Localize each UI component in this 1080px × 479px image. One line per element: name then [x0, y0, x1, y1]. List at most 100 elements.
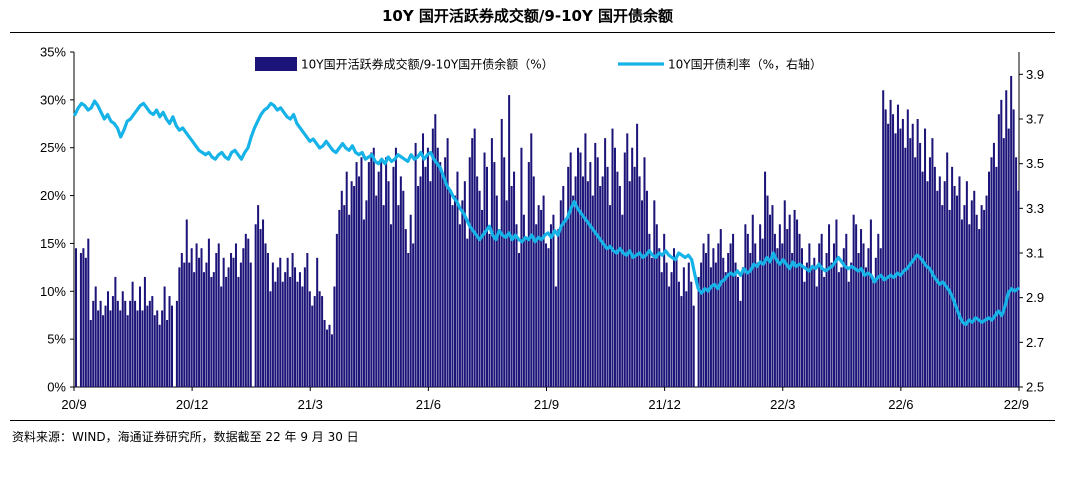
bar — [542, 195, 545, 387]
bar — [97, 310, 100, 387]
bar — [857, 253, 860, 387]
legend-bar-label: 10Y国开活跃券成交额/9-10Y国开债余额（%） — [301, 57, 554, 72]
bar — [818, 243, 821, 387]
bar — [367, 162, 370, 387]
bar — [471, 138, 474, 387]
bar — [262, 219, 265, 387]
bar — [788, 214, 791, 387]
bar — [321, 296, 324, 387]
bar — [953, 186, 956, 387]
bar — [837, 272, 840, 387]
bar — [119, 310, 122, 387]
bar — [166, 320, 169, 387]
bar — [520, 147, 523, 387]
bar — [163, 286, 166, 387]
bar — [776, 248, 779, 387]
bar — [210, 276, 213, 387]
bar — [515, 224, 518, 387]
bar — [643, 157, 646, 387]
bar — [736, 276, 740, 387]
bar — [623, 152, 626, 387]
bar — [289, 276, 292, 387]
bar — [183, 262, 186, 387]
bar — [697, 276, 700, 387]
bar — [680, 296, 683, 387]
bar — [220, 286, 223, 387]
bar — [589, 162, 592, 387]
line-series — [73, 99, 1020, 327]
bar — [734, 262, 737, 387]
bar — [852, 214, 855, 387]
bar — [247, 238, 250, 387]
bar — [828, 224, 831, 387]
bar — [385, 157, 388, 387]
bar — [143, 276, 146, 387]
bar — [279, 257, 282, 387]
bar — [202, 272, 205, 387]
bar — [106, 291, 110, 387]
bar — [439, 162, 442, 387]
bar — [978, 229, 981, 387]
bar — [545, 243, 548, 387]
right-tick-label: 3.1 — [1026, 246, 1044, 261]
bar — [606, 166, 609, 387]
bar — [823, 276, 826, 387]
bar — [323, 320, 326, 387]
bar — [872, 281, 875, 387]
bar — [980, 205, 983, 387]
bar — [569, 152, 572, 387]
bar — [129, 300, 132, 387]
bar — [365, 200, 368, 387]
bar — [732, 233, 735, 387]
bar — [114, 276, 117, 387]
source-note: 资料来源：WIND，海通证券研究所，数据截至 22 年 9 月 30 日 — [12, 430, 359, 444]
bar — [303, 267, 306, 387]
bar — [791, 253, 794, 387]
bar — [348, 214, 351, 387]
bar — [650, 257, 653, 387]
bar — [353, 186, 356, 387]
bar — [562, 186, 565, 387]
bar — [382, 205, 385, 387]
bar — [249, 262, 252, 387]
bar — [485, 166, 488, 387]
bar — [599, 186, 602, 387]
bar — [956, 195, 959, 387]
bar — [579, 152, 582, 387]
bar — [134, 300, 137, 387]
bar — [456, 171, 459, 387]
bar — [997, 114, 1000, 387]
bar — [800, 248, 803, 387]
bar — [936, 190, 939, 387]
bar — [473, 128, 476, 388]
bar — [842, 248, 845, 387]
bar — [901, 119, 904, 387]
bar — [259, 229, 262, 387]
bar — [237, 276, 240, 387]
bar-series — [75, 75, 1020, 388]
bar — [458, 224, 461, 387]
bar — [111, 296, 114, 387]
bar — [904, 147, 907, 387]
bar — [803, 281, 806, 387]
bar — [992, 142, 995, 387]
bar — [916, 119, 919, 387]
bar — [222, 257, 225, 387]
bar — [527, 162, 530, 387]
bar — [581, 176, 584, 387]
bar — [709, 267, 712, 387]
bar — [116, 300, 119, 387]
bar — [328, 324, 331, 387]
bar — [855, 224, 858, 387]
bar — [463, 181, 466, 387]
bar — [552, 214, 555, 387]
bar — [404, 229, 407, 387]
bar — [102, 315, 105, 387]
bar — [417, 186, 420, 387]
bar — [444, 157, 447, 387]
bar — [530, 133, 533, 387]
left-tick-label: 25% — [40, 140, 66, 155]
bar — [124, 300, 127, 387]
bar — [554, 286, 557, 387]
bar — [126, 315, 129, 387]
